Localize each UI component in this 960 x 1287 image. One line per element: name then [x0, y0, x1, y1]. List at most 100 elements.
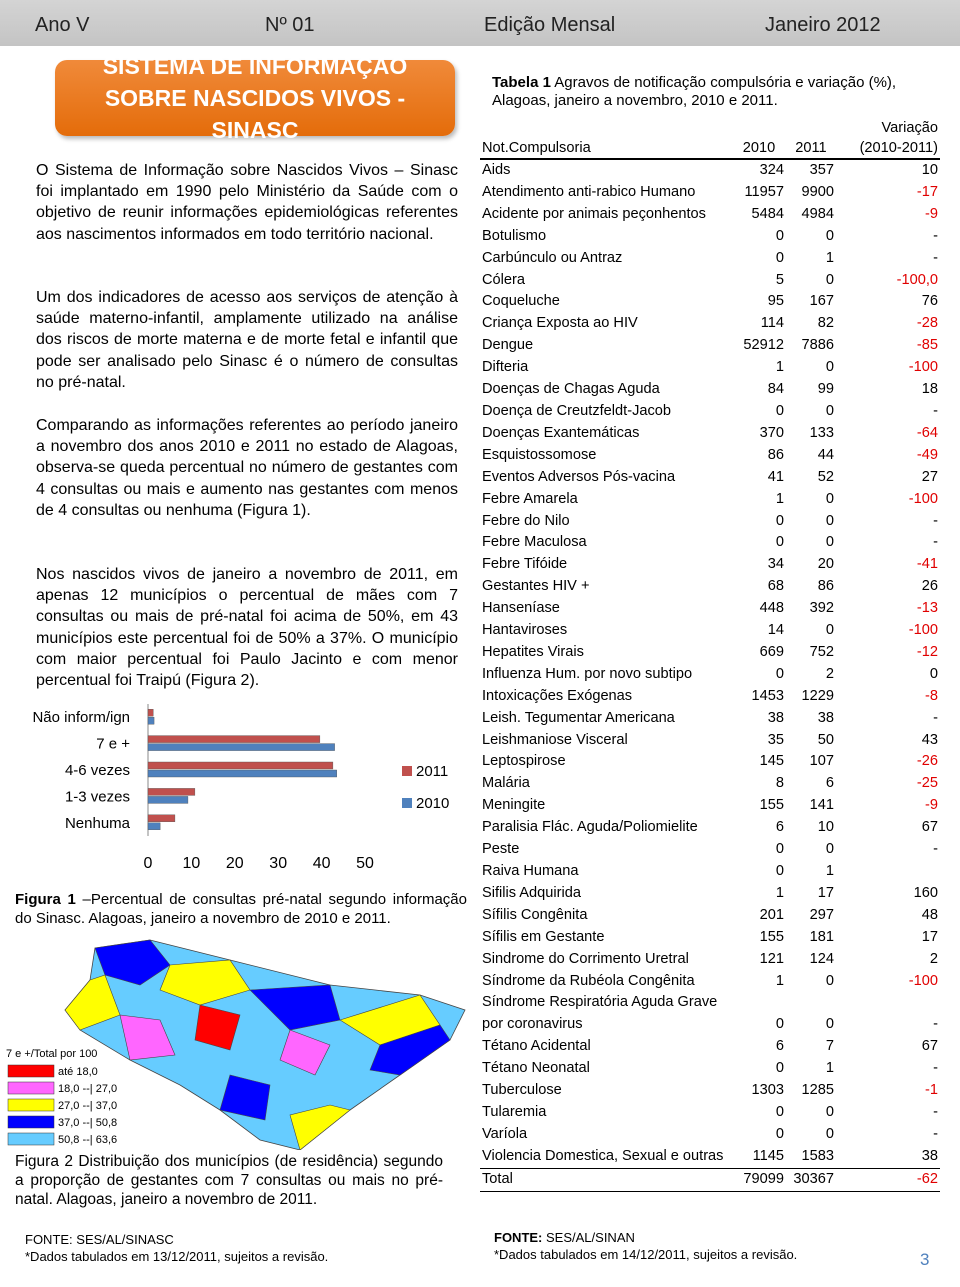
table-cell: Hanseníase — [482, 600, 560, 617]
table-row: Febre Tifóide 34 20 -41 — [480, 554, 940, 576]
table-cell: Gestantes HIV + — [482, 578, 590, 595]
table-cell: 1229 — [801, 687, 834, 704]
title-box: SISTEMA DE INFORMAÇÃO SOBRE NASCIDOS VIV… — [55, 53, 455, 143]
table-cell: 1583 — [801, 1147, 834, 1164]
table-cell: 0 — [775, 665, 784, 682]
note: *Dados tabulados em 13/12/2011, sujeitos… — [25, 1249, 329, 1264]
table-cell: 30367 — [793, 1170, 834, 1187]
table-cell: 43 — [921, 731, 938, 748]
table-cell: Tétano Acidental — [482, 1038, 591, 1055]
table-cell: 0 — [825, 1125, 834, 1142]
map: 7 e +/Total por 100 até 18,0 18,0 --| 27,0… — [6, 939, 466, 1150]
table-row: Carbúnculo ou Antraz 0 1 - — [480, 248, 940, 270]
table-cell: Febre Tifóide — [482, 556, 568, 573]
table-cell: - — [933, 1125, 938, 1142]
table-cell: 0 — [825, 1016, 834, 1033]
table-row: Febre Amarela 1 0 -100 — [480, 489, 940, 511]
table-cell: 17 — [817, 884, 834, 901]
table-cell: 1 — [825, 1060, 834, 1077]
table-cell: -100 — [908, 490, 938, 507]
table-cell: Esquistossomose — [482, 446, 597, 463]
note: *Dados tabulados em 14/12/2011, sujeitos… — [494, 1247, 798, 1262]
table-cell: Peste — [482, 841, 520, 858]
table-row: Raiva Humana 0 1 — [480, 861, 940, 883]
table-cell: 324 — [759, 162, 784, 178]
table-cell: 27 — [921, 468, 938, 485]
municipality — [289, 1104, 351, 1150]
table-cell: 0 — [825, 622, 834, 639]
table-row: Botulismo 0 0 - — [480, 226, 940, 248]
table-cell: Sífilis Congênita — [482, 906, 588, 923]
bar — [147, 743, 335, 751]
table-cell: Hantaviroses — [482, 622, 568, 639]
table-row: Tularemia 0 0 - — [480, 1102, 940, 1124]
table-cell: 6 — [825, 775, 834, 792]
municipality — [94, 939, 171, 986]
table-cell: 107 — [809, 753, 834, 770]
table-cell: 38 — [817, 709, 834, 726]
table-cell: 145 — [759, 753, 784, 770]
paragraph: Nos nascidos vivos de janeiro a novembro… — [36, 566, 458, 690]
x-tick-label: 40 — [313, 855, 331, 872]
table-row: Leptospirose 145 107 -26 — [480, 751, 940, 773]
table-cell: 0 — [825, 227, 834, 244]
y-tick-label: 4-6 vezes — [65, 762, 130, 779]
table-cell: 0 — [775, 402, 784, 419]
table-row: Dengue 52912 7886 -85 — [480, 335, 940, 357]
table-cell: 4984 — [801, 205, 834, 222]
legend-label: 50,8 --| 63,6 — [58, 1134, 117, 1146]
table: Not.Compulsoria 2010 2011 Variação (2010… — [480, 118, 940, 1192]
table-cell: 141 — [809, 797, 834, 814]
table-cell: - — [933, 841, 938, 858]
table-row: Leishmaniose Visceral 35 50 43 — [480, 730, 940, 752]
table-cell: Coqueluche — [482, 293, 560, 310]
table-cell: Hepatites Virais — [482, 643, 584, 660]
table-cell: Sifilis Adquirida — [482, 884, 581, 901]
table-cell: 5484 — [751, 205, 784, 222]
table-cell: Tularemia — [482, 1103, 547, 1120]
table-cell: 0 — [825, 972, 834, 989]
table-row: Malária 8 6 -25 — [480, 773, 940, 795]
table-cell: 0 — [775, 512, 784, 529]
table-cell: 2 — [825, 665, 834, 682]
bar — [147, 769, 337, 778]
column-header: 2011 — [795, 140, 827, 156]
x-tick-label: 10 — [183, 855, 201, 872]
table-cell: 82 — [817, 315, 834, 332]
table-cell: 18 — [921, 381, 938, 398]
table-row: Tétano Neonatal 0 1 - — [480, 1058, 940, 1080]
y-tick-label: Não inform/ign — [32, 709, 130, 726]
table-row: Difteria 1 0 -100 — [480, 357, 940, 379]
table-row: Peste 0 0 - — [480, 839, 940, 861]
bar — [147, 788, 196, 796]
table-cell: 121 — [759, 950, 784, 967]
table-cell: 1303 — [751, 1082, 784, 1099]
table-row: Doenças Exantemáticas 370 133 -64 — [480, 423, 940, 445]
table-cell: 5 — [775, 271, 784, 288]
table-cell: 297 — [809, 906, 834, 923]
table-cell: 76 — [921, 293, 938, 310]
table-cell: Doença de Creutzfeldt-Jacob — [482, 402, 672, 419]
table-cell: -26 — [916, 753, 938, 770]
table-cell: 357 — [809, 162, 834, 178]
table-label: Tabela 1 — [492, 74, 551, 91]
table-cell: -25 — [916, 775, 938, 792]
table-cell: Síndrome Respiratória Aguda Grave por co… — [482, 994, 718, 1033]
table-cell: 370 — [759, 424, 784, 441]
table-cell: - — [933, 1103, 938, 1120]
table-cell: -17 — [916, 183, 938, 200]
table-cell: 0 — [825, 271, 834, 288]
table-cell: 1 — [775, 972, 784, 989]
table-row: Sifilis Adquirida 1 17 160 — [480, 883, 940, 905]
table-row: Leish. Tegumentar Americana 38 38 - — [480, 708, 940, 730]
table-row: Hepatites Virais 669 752 -12 — [480, 642, 940, 664]
table-cell: 114 — [760, 315, 784, 332]
column-header: Variação (2010-2011) — [859, 120, 938, 156]
table-cell: - — [933, 402, 938, 419]
table-cell: 35 — [767, 731, 784, 748]
table-cell: 0 — [825, 359, 834, 376]
table-cell: Doenças Exantemáticas — [482, 424, 640, 441]
x-tick-label: 50 — [356, 855, 374, 872]
table-cell: 0 — [825, 402, 834, 419]
table-cell: 38 — [767, 709, 784, 726]
